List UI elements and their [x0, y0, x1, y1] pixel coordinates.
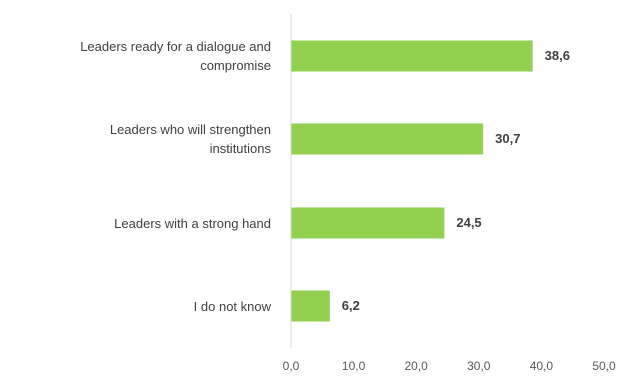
category-label-line: Leaders with a strong hand — [114, 215, 271, 231]
x-tick-label: 20,0 — [404, 359, 428, 373]
category-label-line: Leaders ready for a dialogue and — [80, 39, 271, 54]
category-label-line: institutions — [209, 141, 271, 156]
category-label-line: Leaders who will strengthen — [109, 122, 271, 137]
value-label: 30,7 — [495, 131, 521, 146]
x-tick-label: 0,0 — [282, 359, 300, 373]
x-tick-label: 10,0 — [341, 359, 366, 373]
bar — [291, 207, 445, 239]
bars-group — [291, 40, 533, 322]
value-label: 24,5 — [456, 215, 482, 230]
bar — [291, 290, 330, 322]
x-tick-label: 30,0 — [467, 359, 491, 373]
value-label: 38,6 — [544, 48, 570, 63]
category-label-line: compromise — [200, 58, 271, 73]
category-label: Leaders with a strong hand — [21, 214, 271, 233]
category-label: Leaders ready for a dialogue and compromi… — [21, 37, 271, 75]
category-label: Leaders who will strengthen institutions — [21, 120, 271, 158]
bar — [291, 123, 484, 155]
x-tick-label: 50,0 — [592, 359, 616, 373]
value-label: 6,2 — [341, 298, 360, 313]
category-label-line: I do not know — [193, 298, 271, 314]
bar — [291, 40, 533, 72]
category-label: I do not know — [21, 297, 271, 316]
x-tick-label: 40,0 — [529, 359, 554, 373]
